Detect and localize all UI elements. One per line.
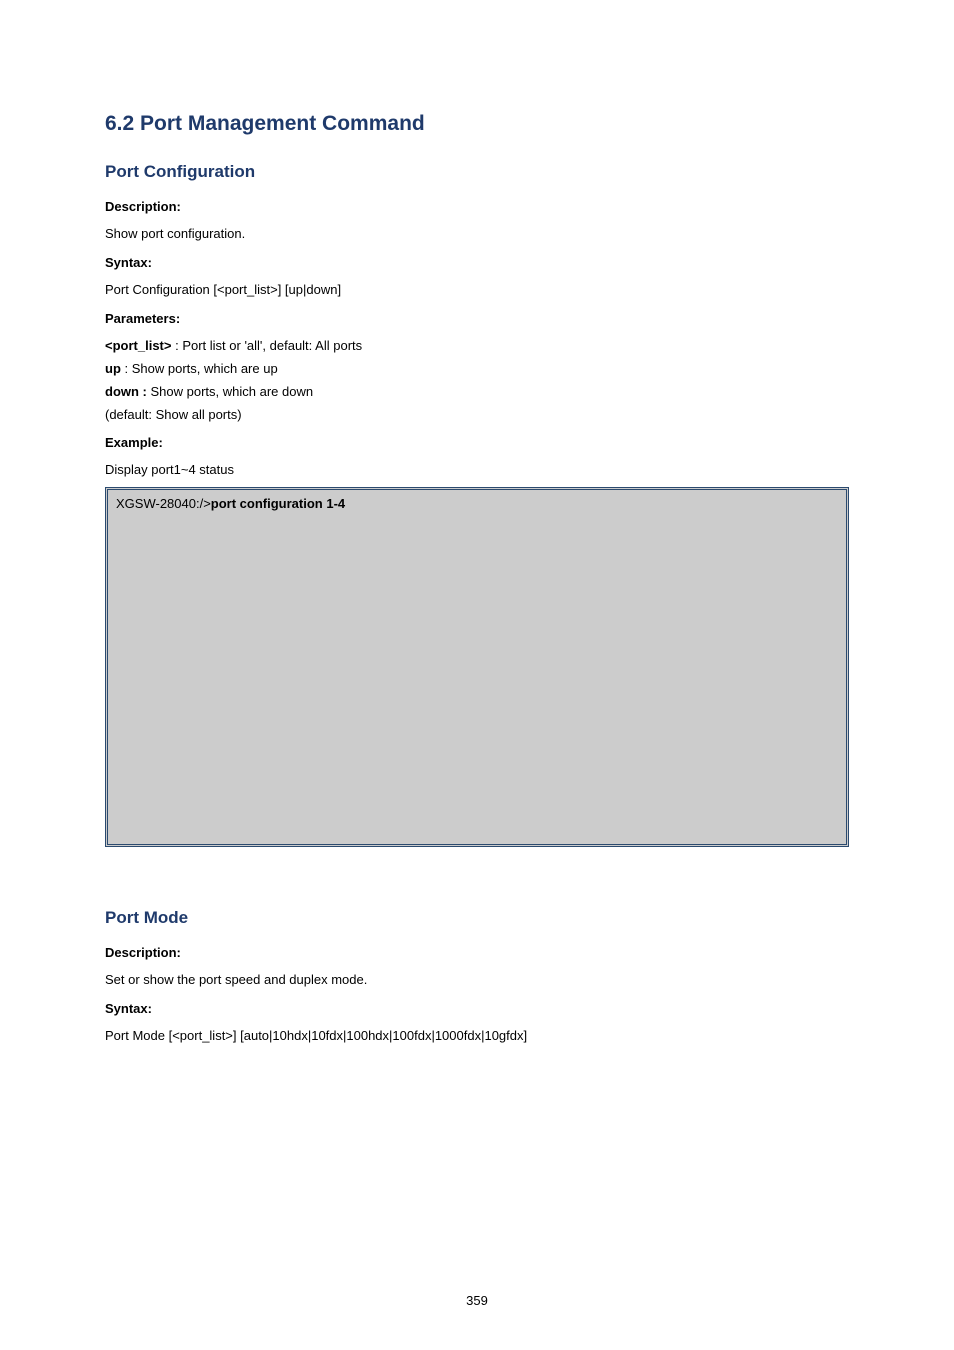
content-area: 6.2 Port Management Command Port Configu… (105, 110, 849, 1045)
param-name: down : (105, 384, 151, 399)
code-box: XGSW-28040:/>port configuration 1-4 (105, 487, 849, 847)
page: 6.2 Port Management Command Port Configu… (0, 0, 954, 1350)
label-parameters: Parameters: (105, 311, 849, 328)
code-prompt: XGSW-28040:/> (116, 496, 211, 511)
heading-port-configuration: Port Configuration (105, 161, 849, 183)
text-description: Show port configuration. (105, 226, 849, 243)
param-row: up : Show ports, which are up (105, 361, 849, 378)
param-name: <port_list> (105, 338, 171, 353)
label-description: Description: (105, 199, 849, 216)
params-default: (default: Show all ports) (105, 407, 849, 424)
text-description-2: Set or show the port speed and duplex mo… (105, 972, 849, 989)
text-example: Display port1~4 status (105, 462, 849, 479)
label-description-2: Description: (105, 945, 849, 962)
param-row: <port_list> : Port list or 'all', defaul… (105, 338, 849, 355)
heading-port-mode: Port Mode (105, 907, 849, 929)
text-syntax: Port Configuration [<port_list>] [up|dow… (105, 282, 849, 299)
heading-port-management: 6.2 Port Management Command (105, 110, 849, 137)
label-example: Example: (105, 435, 849, 452)
code-command: port configuration 1-4 (211, 496, 345, 511)
label-syntax-2: Syntax: (105, 1001, 849, 1018)
param-desc: : Port list or 'all', default: All ports (175, 338, 362, 353)
param-name: up (105, 361, 125, 376)
label-syntax: Syntax: (105, 255, 849, 272)
param-desc: Show ports, which are down (151, 384, 314, 399)
text-syntax-2: Port Mode [<port_list>] [auto|10hdx|10fd… (105, 1028, 849, 1045)
param-row: down : Show ports, which are down (105, 384, 849, 401)
page-number: 359 (0, 1293, 954, 1310)
param-desc: : Show ports, which are up (125, 361, 278, 376)
